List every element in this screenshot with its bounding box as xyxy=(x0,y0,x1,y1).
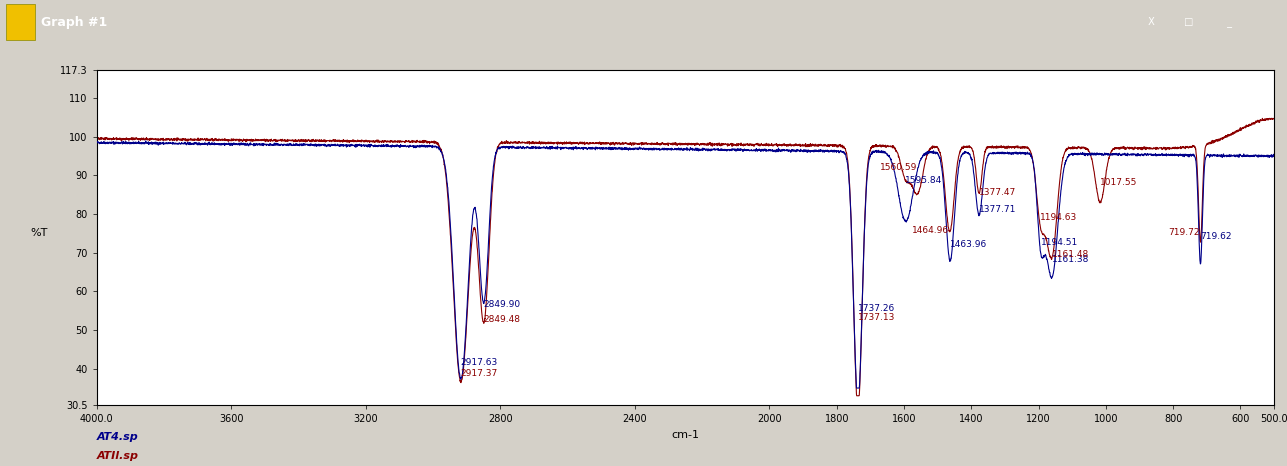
Text: 1560.59: 1560.59 xyxy=(880,163,918,171)
Text: 2917.37: 2917.37 xyxy=(461,370,498,378)
Text: Graph #1: Graph #1 xyxy=(41,16,107,28)
Y-axis label: %T: %T xyxy=(31,228,48,238)
Text: 2849.48: 2849.48 xyxy=(484,315,521,324)
Text: 1464.96: 1464.96 xyxy=(912,226,950,235)
Text: 2917.63: 2917.63 xyxy=(461,358,498,367)
Text: _: _ xyxy=(1224,17,1236,27)
Text: 1377.71: 1377.71 xyxy=(979,205,1017,214)
Text: 1463.96: 1463.96 xyxy=(950,240,987,249)
Text: □: □ xyxy=(1181,17,1197,27)
Text: 1737.26: 1737.26 xyxy=(858,304,894,313)
Text: AT4.sp: AT4.sp xyxy=(97,432,138,442)
X-axis label: cm-1: cm-1 xyxy=(672,430,699,440)
Text: 1595.84: 1595.84 xyxy=(906,176,942,185)
Text: 1017.55: 1017.55 xyxy=(1100,178,1138,187)
Text: 1161.48: 1161.48 xyxy=(1051,249,1089,259)
Bar xyxy=(6,4,35,40)
Text: 1194.63: 1194.63 xyxy=(1040,213,1077,222)
Text: 719.62: 719.62 xyxy=(1201,232,1232,241)
Text: 1161.38: 1161.38 xyxy=(1051,255,1089,264)
Text: 2849.90: 2849.90 xyxy=(484,300,521,309)
Text: ATIl.sp: ATIl.sp xyxy=(97,451,139,461)
Text: 1737.13: 1737.13 xyxy=(858,313,896,322)
Text: 1194.51: 1194.51 xyxy=(1040,238,1077,247)
Text: 1377.47: 1377.47 xyxy=(979,188,1017,197)
Text: 719.72: 719.72 xyxy=(1169,228,1201,237)
Text: X: X xyxy=(1145,17,1158,27)
